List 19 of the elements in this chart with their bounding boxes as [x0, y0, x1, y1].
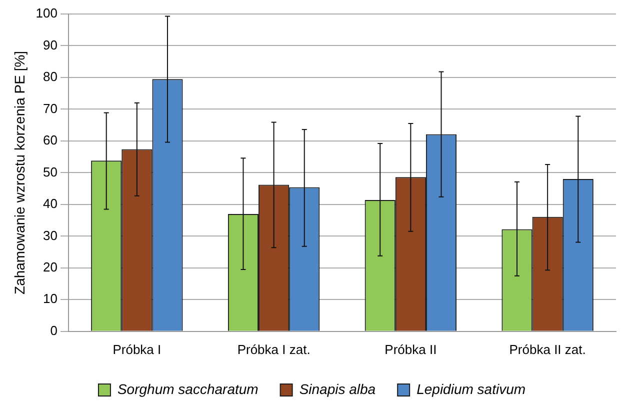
- y-tick-label: 70: [43, 100, 58, 116]
- y-tick-label: 30: [43, 228, 58, 243]
- y-tick-label: 0: [50, 322, 58, 338]
- y-tick-label: 20: [43, 260, 58, 274]
- legend-label: Sinapis alba: [299, 380, 376, 397]
- y-tick-label: 90: [43, 37, 58, 52]
- y-tick-label: 60: [43, 132, 58, 148]
- x-tick-label: Próbka I zat.: [237, 342, 310, 357]
- y-tick-label: 10: [43, 291, 58, 306]
- y-tick-label: 100: [36, 6, 58, 21]
- x-tick-label: Próbka II: [384, 342, 437, 357]
- x-tick-label: Próbka I: [112, 342, 162, 357]
- y-tick-label: 80: [43, 69, 58, 84]
- y-axis-title: Zahamowanie wzrostu korzenia PE [%]: [11, 50, 28, 294]
- x-tick-label: Próbka II zat.: [509, 342, 586, 357]
- y-tick-label: 40: [43, 196, 58, 212]
- legend-label: Sorghum saccharatum: [117, 380, 259, 397]
- y-tick-label: 50: [43, 164, 58, 180]
- legend-label: Lepidium sativum: [416, 380, 526, 397]
